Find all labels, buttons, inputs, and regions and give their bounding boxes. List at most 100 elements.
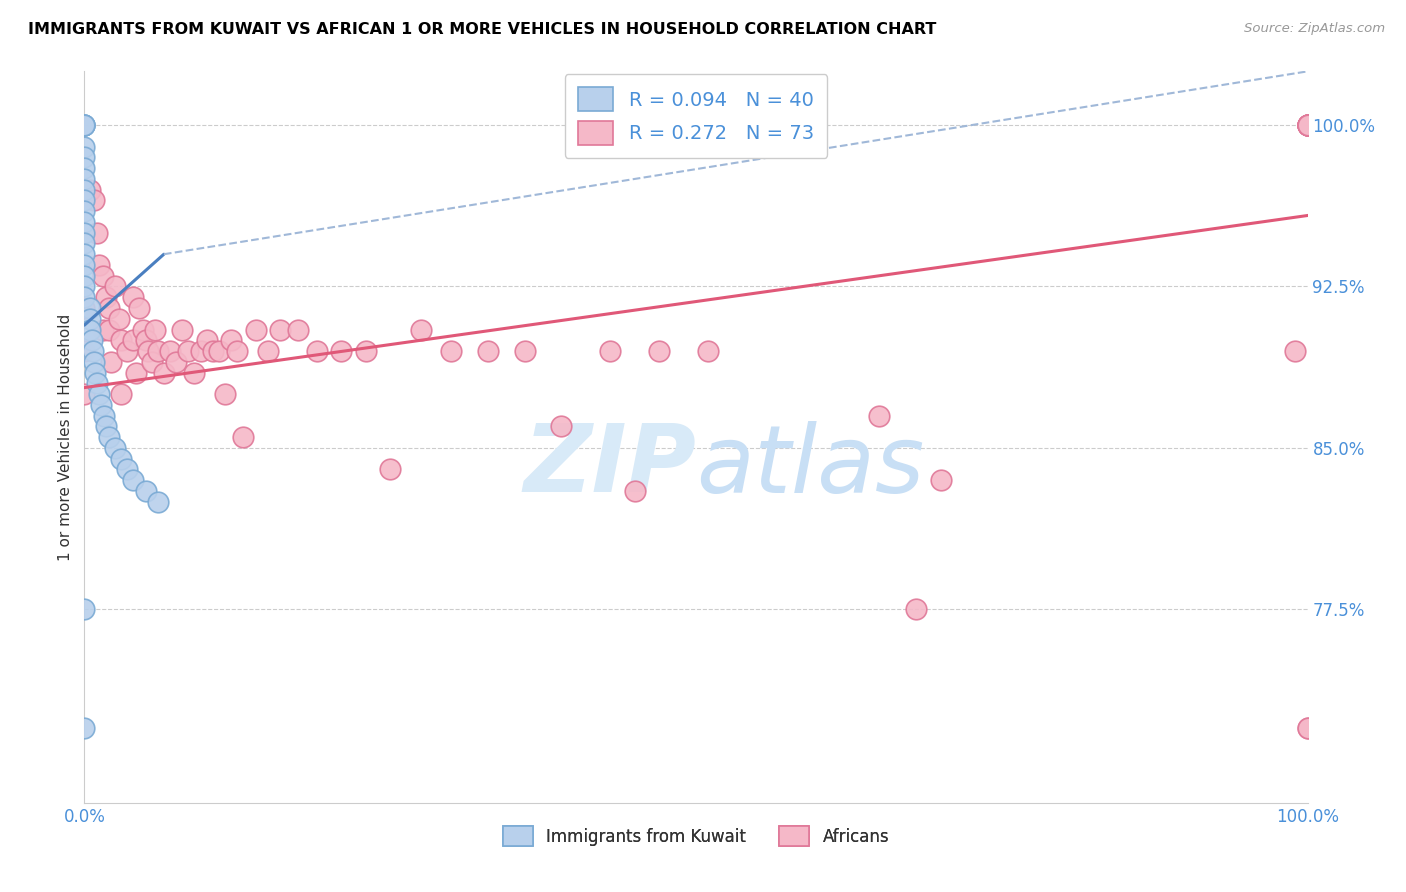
Point bbox=[80, 333, 103, 347]
Point bbox=[79, 301, 101, 315]
Point bbox=[73, 279, 96, 293]
Point bbox=[87, 258, 110, 272]
Point bbox=[79, 183, 101, 197]
Point bbox=[697, 344, 720, 359]
Point bbox=[73, 387, 96, 401]
Point bbox=[93, 409, 115, 423]
Point bbox=[73, 236, 96, 251]
Point bbox=[73, 118, 96, 132]
Point bbox=[177, 344, 200, 359]
Point bbox=[91, 322, 114, 336]
Point bbox=[73, 247, 96, 261]
Point bbox=[159, 344, 181, 359]
Point bbox=[73, 139, 96, 153]
Point bbox=[513, 344, 536, 359]
Point bbox=[1296, 118, 1319, 132]
Text: atlas: atlas bbox=[696, 421, 924, 512]
Point bbox=[477, 344, 499, 359]
Point bbox=[1296, 721, 1319, 735]
Point bbox=[1296, 118, 1319, 132]
Point bbox=[146, 494, 169, 508]
Point bbox=[146, 344, 169, 359]
Point bbox=[287, 322, 309, 336]
Point bbox=[73, 183, 96, 197]
Point bbox=[73, 602, 96, 616]
Point bbox=[79, 322, 101, 336]
Point bbox=[96, 419, 118, 434]
Point bbox=[132, 322, 155, 336]
Text: Source: ZipAtlas.com: Source: ZipAtlas.com bbox=[1244, 22, 1385, 36]
Point bbox=[97, 322, 120, 336]
Point bbox=[104, 441, 127, 455]
Point bbox=[91, 268, 114, 283]
Legend: Immigrants from Kuwait, Africans: Immigrants from Kuwait, Africans bbox=[496, 820, 896, 853]
Point bbox=[115, 344, 138, 359]
Point bbox=[905, 602, 928, 616]
Point bbox=[73, 194, 96, 208]
Point bbox=[110, 451, 132, 466]
Point bbox=[354, 344, 377, 359]
Point bbox=[550, 419, 572, 434]
Point bbox=[90, 398, 112, 412]
Point bbox=[380, 462, 402, 476]
Point bbox=[122, 473, 145, 487]
Point bbox=[226, 344, 249, 359]
Point bbox=[86, 376, 108, 391]
Point bbox=[100, 355, 122, 369]
Point bbox=[82, 344, 104, 359]
Point bbox=[1284, 344, 1306, 359]
Point bbox=[87, 387, 110, 401]
Point bbox=[84, 366, 107, 380]
Point bbox=[115, 462, 138, 476]
Point bbox=[73, 118, 96, 132]
Point bbox=[107, 311, 129, 326]
Point bbox=[73, 344, 96, 359]
Point bbox=[869, 409, 891, 423]
Point bbox=[208, 344, 231, 359]
Point bbox=[73, 118, 96, 132]
Point bbox=[135, 333, 157, 347]
Point bbox=[122, 333, 145, 347]
Point bbox=[122, 290, 145, 304]
Point bbox=[73, 118, 96, 132]
Point bbox=[1296, 118, 1319, 132]
Point bbox=[73, 150, 96, 164]
Point bbox=[73, 172, 96, 186]
Point bbox=[73, 268, 96, 283]
Point bbox=[125, 366, 148, 380]
Point bbox=[73, 215, 96, 229]
Point bbox=[128, 301, 150, 315]
Point bbox=[201, 344, 224, 359]
Point bbox=[214, 387, 236, 401]
Point bbox=[1296, 118, 1319, 132]
Point bbox=[110, 333, 132, 347]
Point bbox=[73, 161, 96, 176]
Point bbox=[104, 279, 127, 293]
Point bbox=[86, 226, 108, 240]
Point bbox=[96, 290, 118, 304]
Point bbox=[190, 344, 212, 359]
Point bbox=[330, 344, 353, 359]
Point bbox=[599, 344, 621, 359]
Point bbox=[1296, 118, 1319, 132]
Point bbox=[73, 258, 96, 272]
Point bbox=[153, 366, 176, 380]
Point bbox=[83, 194, 105, 208]
Point bbox=[305, 344, 328, 359]
Point bbox=[440, 344, 463, 359]
Point bbox=[219, 333, 242, 347]
Point bbox=[183, 366, 205, 380]
Point bbox=[136, 344, 159, 359]
Point bbox=[97, 430, 120, 444]
Point bbox=[135, 483, 157, 498]
Point bbox=[257, 344, 280, 359]
Point bbox=[232, 430, 254, 444]
Point bbox=[1296, 118, 1319, 132]
Point bbox=[1296, 118, 1319, 132]
Point bbox=[110, 387, 132, 401]
Point bbox=[165, 355, 187, 369]
Point bbox=[409, 322, 432, 336]
Point bbox=[1296, 118, 1319, 132]
Point bbox=[73, 301, 96, 315]
Point bbox=[141, 355, 163, 369]
